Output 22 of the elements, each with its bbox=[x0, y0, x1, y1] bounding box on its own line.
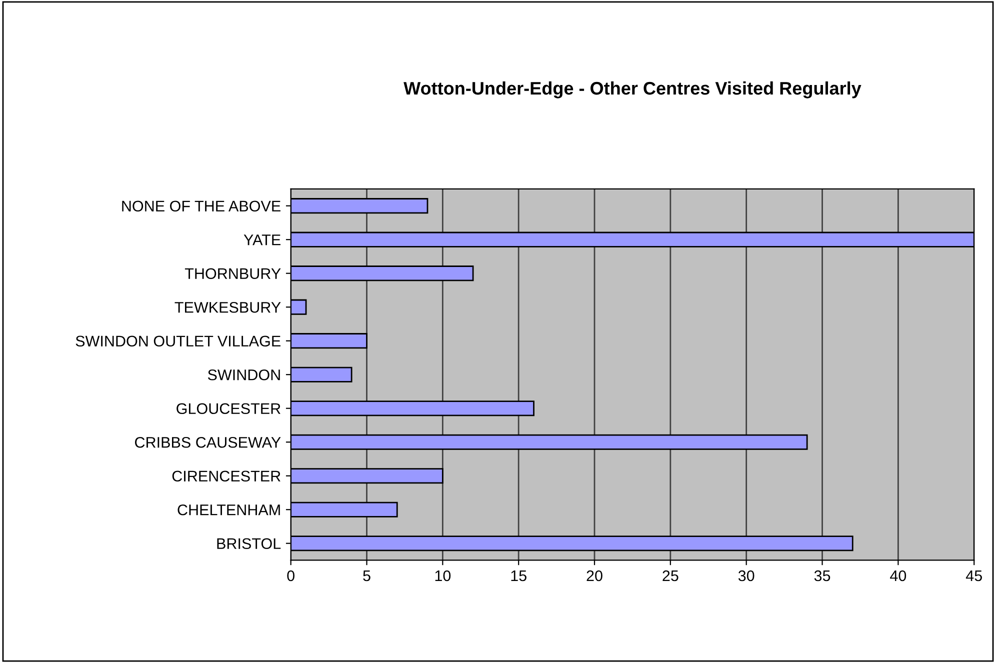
y-tick-label: SWINDON OUTLET VILLAGE bbox=[76, 336, 280, 347]
x-tick-label: 25 bbox=[662, 570, 678, 582]
x-tick-label: 35 bbox=[814, 570, 830, 582]
y-tick-label: BRISTOL bbox=[217, 538, 281, 550]
x-tick-label: 10 bbox=[435, 570, 451, 582]
x-tick-label: 0 bbox=[287, 570, 294, 582]
y-tick-label: SWINDON bbox=[208, 369, 280, 380]
x-tick-label: 40 bbox=[890, 570, 906, 582]
y-tick-label: CRIBBS CAUSEWAY bbox=[135, 436, 281, 448]
x-tick-label: 45 bbox=[966, 570, 982, 582]
y-tick-label: TEWKESBURY bbox=[174, 302, 281, 313]
y-tick-label: CIRENCESTER bbox=[172, 470, 280, 482]
x-tick-label: 20 bbox=[586, 570, 602, 582]
y-tick-label: YATE bbox=[244, 234, 280, 246]
y-tick-label: CHELTENHAM bbox=[178, 504, 280, 516]
x-tick-label: 5 bbox=[363, 570, 370, 582]
y-tick-label: NONE OF THE ABOVE bbox=[122, 200, 280, 212]
y-tick-label: GLOUCESTER bbox=[176, 403, 280, 414]
chart-title: Wotton-Under-Edge - Other Centres Visited Regularly bbox=[404, 81, 862, 98]
x-tick-label: 15 bbox=[511, 570, 526, 582]
y-tick-label: THORNBURY bbox=[184, 268, 281, 280]
x-tick-label: 30 bbox=[738, 570, 754, 582]
